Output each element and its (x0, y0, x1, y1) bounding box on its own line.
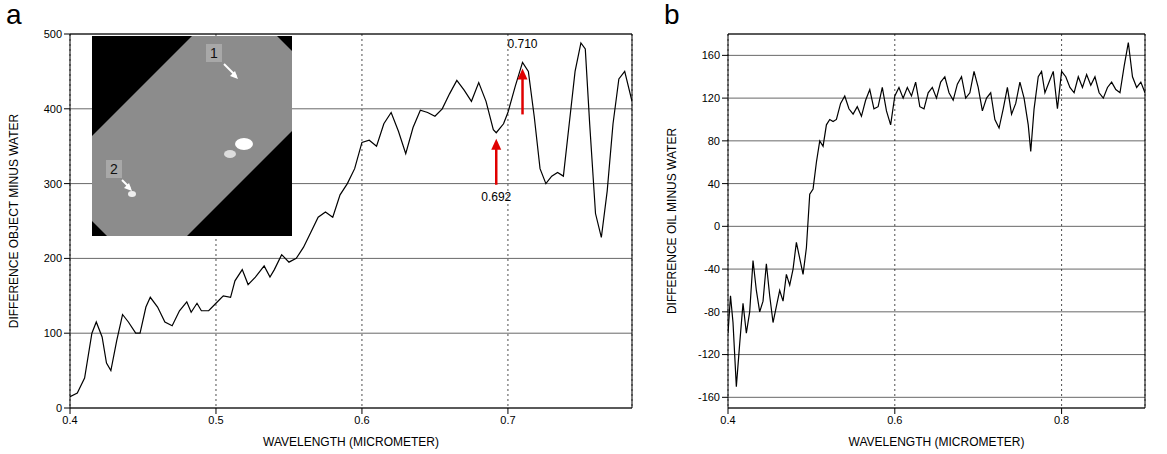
svg-text:0.5: 0.5 (208, 414, 223, 426)
svg-text:DIFFERENCE OIL MINUS WATER: DIFFERENCE OIL MINUS WATER (665, 128, 679, 315)
svg-text:WAVELENGTH (MICROMETER): WAVELENGTH (MICROMETER) (263, 435, 439, 449)
svg-text:-120: -120 (698, 348, 720, 360)
html-text:b: b (664, 0, 680, 30)
svg-text:-160: -160 (698, 391, 720, 403)
svg-text:200: 200 (44, 252, 62, 264)
svg-text:0.7: 0.7 (500, 414, 515, 426)
svg-text:WAVELENGTH (MICROMETER): WAVELENGTH (MICROMETER) (849, 435, 1025, 449)
svg-text:80: 80 (708, 135, 720, 147)
html-text:a: a (6, 0, 22, 30)
svg-text:0.4: 0.4 (720, 414, 735, 426)
svg-text:1: 1 (210, 45, 218, 61)
svg-text:160: 160 (702, 49, 720, 61)
svg-text:-40: -40 (704, 263, 720, 275)
svg-text:2: 2 (110, 161, 118, 177)
svg-text:400: 400 (44, 103, 62, 115)
svg-text:0.692: 0.692 (481, 190, 511, 204)
svg-text:-80: -80 (704, 306, 720, 318)
svg-text:0.710: 0.710 (508, 37, 538, 51)
svg-text:40: 40 (708, 178, 720, 190)
svg-text:0.6: 0.6 (354, 414, 369, 426)
svg-text:0: 0 (714, 220, 720, 232)
svg-text:DIFFERENCE OBJECT MINUS WATER: DIFFERENCE OBJECT MINUS WATER (7, 113, 21, 328)
svg-text:0.4: 0.4 (62, 414, 77, 426)
svg-text:120: 120 (702, 92, 720, 104)
svg-text:300: 300 (44, 178, 62, 190)
svg-text:0.8: 0.8 (1054, 414, 1069, 426)
svg-text:500: 500 (44, 28, 62, 40)
svg-text:0.6: 0.6 (887, 414, 902, 426)
svg-text:0: 0 (56, 402, 62, 414)
svg-text:100: 100 (44, 327, 62, 339)
